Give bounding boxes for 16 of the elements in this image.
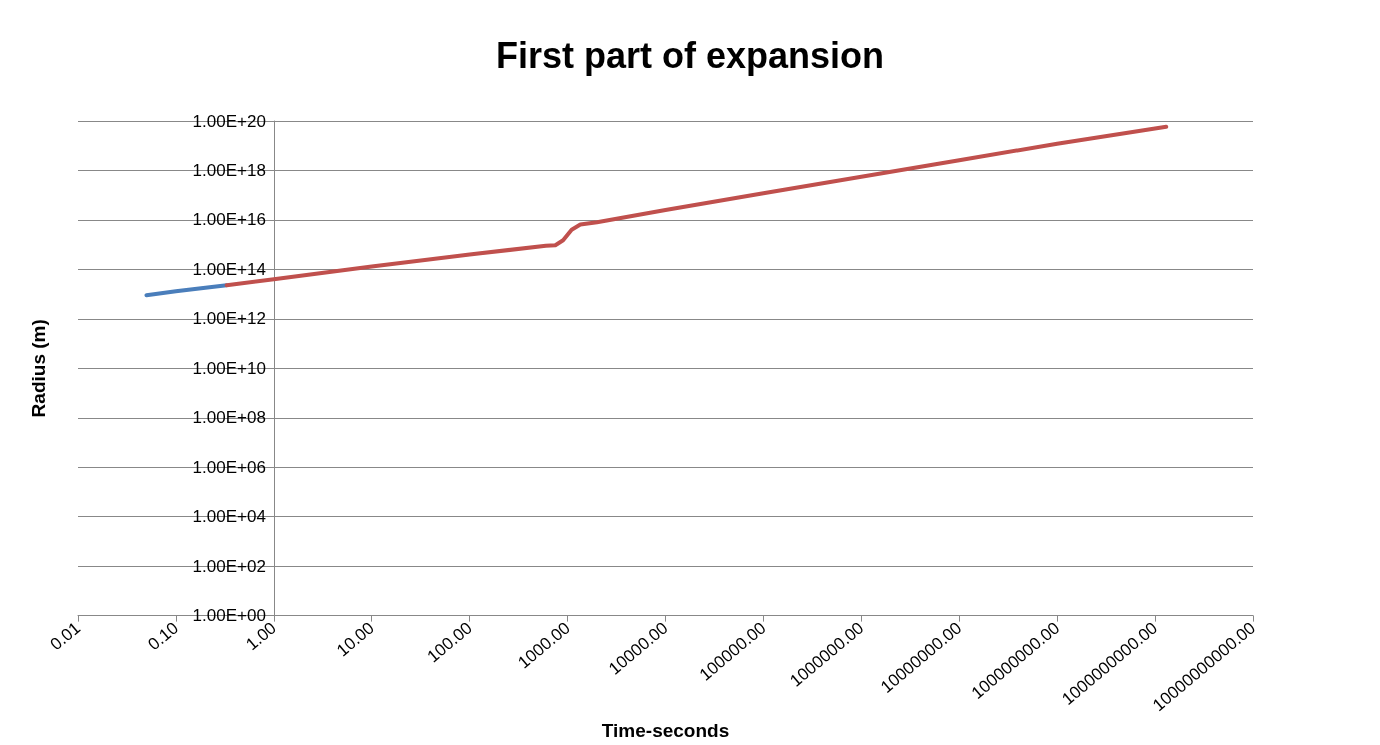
y-tick-label: 1.00E+20 <box>192 111 266 131</box>
y-tick-label: 1.00E+02 <box>192 556 266 576</box>
x-tick-label: 0.01 <box>46 618 85 655</box>
y-tick-label: 1.00E+04 <box>192 507 266 527</box>
x-tick-label: 0.10 <box>144 618 183 655</box>
y-tick-label: 1.00E+14 <box>192 259 266 279</box>
y-tick-label: 1.00E+08 <box>192 408 266 428</box>
y-tick-label: 1.00E+12 <box>192 309 266 329</box>
x-axis-title: Time-seconds <box>601 720 730 741</box>
chart-title: First part of expansion <box>495 34 885 76</box>
y-tick-label: 1.00E+00 <box>192 606 266 626</box>
y-tick-label: 1.00E+06 <box>192 457 266 477</box>
y-tick-label: 1.00E+10 <box>192 358 266 378</box>
y-tick-label: 1.00E+18 <box>192 160 266 180</box>
y-tick-label: 1.00E+16 <box>192 210 266 230</box>
y-axis-title: Radius (m) <box>28 319 49 418</box>
